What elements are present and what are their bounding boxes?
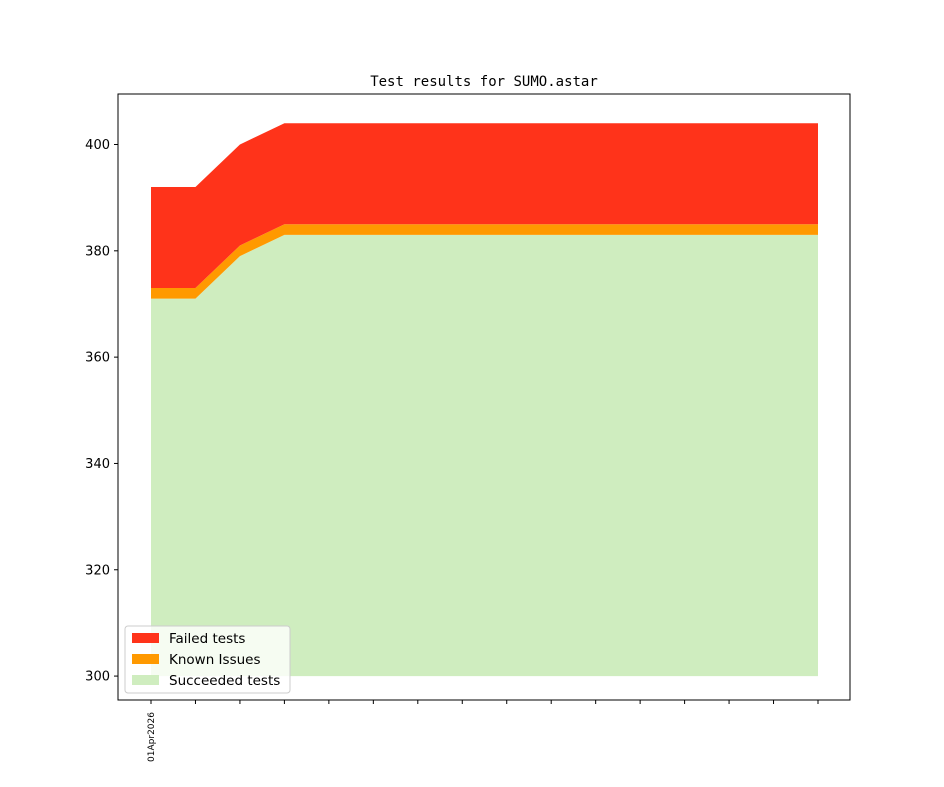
y-axis: 300 320 340 360 380 400 — [85, 138, 118, 685]
y-tick-label: 360 — [85, 351, 110, 366]
legend: Failed tests Known Issues Succeeded tests — [124, 625, 291, 694]
legend-swatch-succeeded-tests — [132, 675, 159, 685]
legend-swatch-failed-tests — [132, 633, 159, 643]
legend-box — [124, 625, 291, 694]
legend-label-succeeded-tests: Succeeded tests — [169, 673, 280, 689]
y-tick-label: 400 — [85, 138, 110, 153]
y-tick-label: 380 — [85, 244, 110, 259]
legend-label-failed-tests: Failed tests — [169, 631, 245, 647]
area-known-issues — [151, 224, 818, 299]
legend-swatch-known-issues — [132, 654, 159, 664]
y-tick-label: 320 — [85, 563, 110, 578]
area-succeeded-tests — [151, 234, 818, 677]
x-axis: 01Apr2026 — [147, 700, 819, 762]
plot-frame — [117, 93, 851, 701]
x-tick-label: 01Apr2026 — [147, 712, 157, 762]
chart-title: Test results for SUMO.astar — [370, 74, 598, 90]
y-tick-label: 340 — [85, 457, 110, 472]
area-failed-tests — [151, 123, 818, 289]
legend-label-known-issues: Known Issues — [169, 652, 261, 668]
areas — [151, 123, 818, 677]
y-tick-label: 300 — [85, 670, 110, 685]
